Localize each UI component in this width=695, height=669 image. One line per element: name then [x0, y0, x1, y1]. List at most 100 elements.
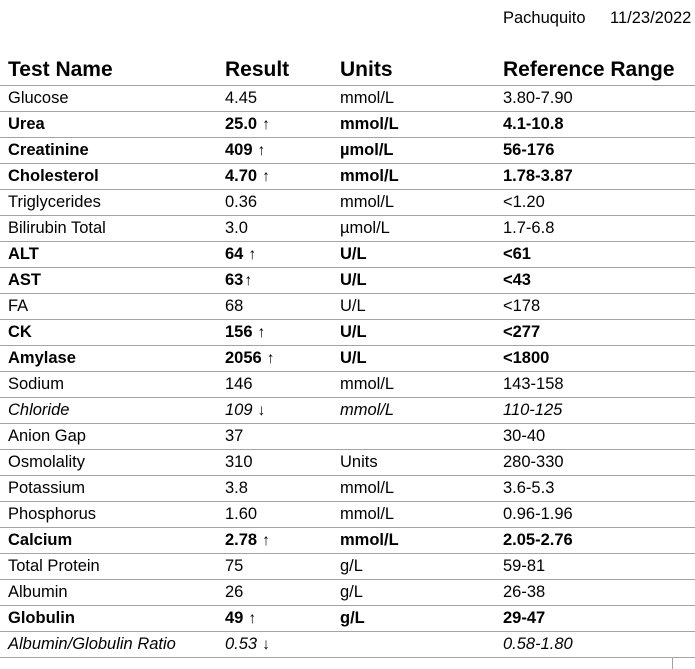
table-row: AST 63↑ U/L <43: [0, 268, 695, 294]
units-cell: U/L: [340, 349, 367, 367]
table-row: Potassium 3.8 mmol/L 3.6-5.3: [0, 476, 695, 502]
test-name-cell: Osmolality: [8, 453, 86, 471]
range-cell: 143-158: [503, 375, 564, 393]
range-cell: 1.78-3.87: [503, 167, 573, 185]
test-name-cell: AST: [8, 271, 41, 289]
result-value: 4.45: [225, 89, 258, 107]
result-cell: 409 ↑: [225, 138, 340, 163]
result-value: 68: [225, 297, 244, 315]
result-value: 37: [225, 427, 244, 445]
units-cell: µmol/L: [340, 219, 390, 237]
units-cell: mmol/L: [340, 401, 395, 419]
table-row: Amylase 2056 ↑ U/L <1800: [0, 346, 695, 372]
arrow-up-icon: ↑: [257, 324, 266, 341]
test-name-cell: Albumin: [8, 583, 68, 601]
result-value: 409: [225, 141, 253, 159]
range-cell: <61: [503, 245, 531, 263]
range-cell: 280-330: [503, 453, 564, 471]
result-value: 109: [225, 401, 253, 419]
column-header-reference-range: Reference Range: [503, 58, 675, 81]
units-cell: mmol/L: [340, 505, 395, 523]
units-cell: U/L: [340, 297, 366, 315]
range-cell: <43: [503, 271, 531, 289]
table-row: Glucose 4.45 mmol/L 3.80-7.90: [0, 86, 695, 112]
units-cell: [340, 424, 503, 449]
table-row: Albumin/Globulin Ratio 0.53 ↓ 0.58-1.80: [0, 632, 695, 658]
result-cell: 146: [225, 372, 340, 397]
units-cell: U/L: [340, 245, 367, 263]
range-cell: <178: [503, 297, 541, 315]
results-table: Test Name Result Units Reference Range G…: [0, 57, 695, 658]
units-cell: mmol/L: [340, 531, 399, 549]
table-row: Globulin 49 ↑ g/L 29-47: [0, 606, 695, 632]
result-value: 75: [225, 557, 244, 575]
column-header-result: Result: [225, 58, 290, 81]
range-cell: 26-38: [503, 583, 546, 601]
result-cell: 63↑: [225, 268, 340, 293]
range-cell: 3.6-5.3: [503, 479, 555, 497]
units-cell: mmol/L: [340, 167, 399, 185]
range-cell: 4.1-10.8: [503, 115, 564, 133]
arrow-up-icon: ↑: [262, 532, 270, 549]
range-cell: <277: [503, 323, 541, 341]
result-cell: 4.45: [225, 86, 340, 111]
result-cell: 26: [225, 580, 340, 605]
test-name-cell: Urea: [8, 115, 45, 133]
result-cell: 310: [225, 450, 340, 475]
result-value: 310: [225, 453, 253, 471]
units-cell: [340, 632, 503, 657]
range-cell: <1.20: [503, 193, 545, 211]
result-value: 3.8: [225, 479, 248, 497]
range-cell: 2.05-2.76: [503, 531, 573, 549]
result-value: 2.78: [225, 531, 258, 549]
column-header-units: Units: [340, 58, 393, 81]
table-row: Total Protein 75 g/L 59-81: [0, 554, 695, 580]
table-corner-border: [672, 658, 673, 669]
units-cell: µmol/L: [340, 141, 394, 159]
result-value: 64: [225, 245, 244, 263]
result-value: 26: [225, 583, 244, 601]
test-name-cell: Creatinine: [8, 141, 89, 159]
test-name-cell: Albumin/Globulin Ratio: [8, 635, 176, 653]
arrow-down-icon: ↓: [262, 636, 270, 653]
table-header-row: Test Name Result Units Reference Range: [0, 57, 695, 86]
report-date: 11/23/2022: [610, 9, 692, 27]
table-row: Osmolality 310 Units 280-330: [0, 450, 695, 476]
range-cell: 59-81: [503, 557, 546, 575]
units-cell: mmol/L: [340, 375, 395, 393]
document-header: Pachuquito 11/23/2022: [0, 9, 695, 31]
range-cell: 0.96-1.96: [503, 505, 573, 523]
column-header-test-name: Test Name: [8, 58, 113, 81]
table-body: Glucose 4.45 mmol/L 3.80-7.90 Urea 25.0 ↑ mmol/…: [0, 86, 695, 658]
test-name-cell: Amylase: [8, 349, 76, 367]
result-cell: 0.36: [225, 190, 340, 215]
result-cell: 156 ↑: [225, 320, 340, 345]
result-cell: 3.8: [225, 476, 340, 501]
range-cell: 30-40: [503, 427, 546, 445]
result-cell: 25.0 ↑: [225, 112, 340, 137]
range-cell: 1.7-6.8: [503, 219, 555, 237]
result-value: 0.36: [225, 193, 258, 211]
result-value: 63: [225, 271, 244, 289]
range-cell: 3.80-7.90: [503, 89, 573, 107]
table-row: Albumin 26 g/L 26-38: [0, 580, 695, 606]
result-value: 4.70: [225, 167, 258, 185]
test-name-cell: Total Protein: [8, 557, 100, 575]
range-cell: 29-47: [503, 609, 546, 627]
table-row: Phosphorus 1.60 mmol/L 0.96-1.96: [0, 502, 695, 528]
test-name-cell: Potassium: [8, 479, 86, 497]
result-cell: 4.70 ↑: [225, 164, 340, 189]
result-cell: 0.53 ↓: [225, 632, 340, 657]
result-cell: 1.60: [225, 502, 340, 527]
units-cell: g/L: [340, 557, 363, 575]
table-row: Bilirubin Total 3.0 µmol/L 1.7-6.8: [0, 216, 695, 242]
result-value: 0.53: [225, 635, 258, 653]
table-row: Chloride 109 ↓ mmol/L 110-125: [0, 398, 695, 424]
arrow-up-icon: ↑: [248, 246, 257, 263]
result-cell: 2.78 ↑: [225, 528, 340, 553]
result-value: 2056: [225, 349, 262, 367]
table-row: Anion Gap 37 30-40: [0, 424, 695, 450]
table-row: ALT 64 ↑ U/L <61: [0, 242, 695, 268]
result-cell: 75: [225, 554, 340, 579]
range-cell: 56-176: [503, 141, 555, 159]
